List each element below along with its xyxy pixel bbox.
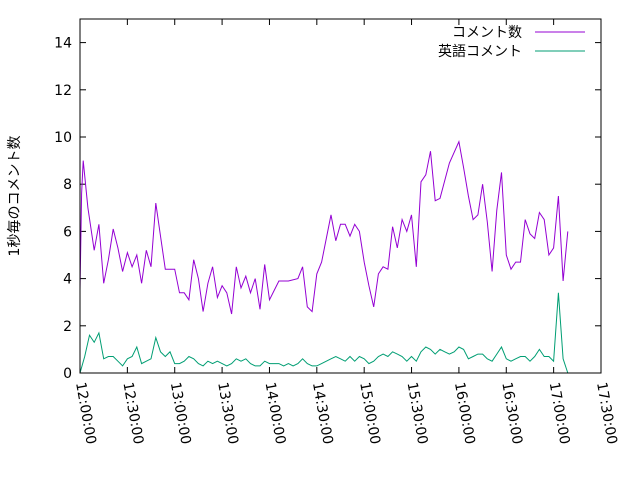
y-axis-ticks: 0 2 4 6 8 10 12 14: [54, 36, 601, 382]
x-tick-label: 14:00:00: [262, 381, 289, 446]
x-tick-label: 13:30:00: [214, 381, 241, 446]
y-tick-label: 12: [54, 83, 72, 99]
x-tick-label: 15:00:00: [356, 381, 383, 446]
series-line-1: [79, 140, 569, 315]
x-tick-label: 16:00:00: [451, 381, 478, 446]
y-tick-label: 14: [54, 36, 72, 52]
y-tick-label: 4: [63, 272, 72, 288]
plot-frame: [79, 18, 602, 374]
y-tick-label: 8: [63, 177, 72, 193]
y-tick-label: 10: [54, 130, 72, 146]
y-tick-label: 0: [63, 366, 72, 382]
x-tick-label: 12:30:00: [119, 381, 146, 446]
legend-label: コメント数: [452, 25, 522, 41]
series-line-2: [79, 292, 569, 374]
x-tick-label: 16:30:00: [498, 381, 525, 446]
y-tick-label: 2: [63, 319, 72, 335]
x-tick-label: 15:30:00: [404, 381, 431, 446]
legend-label: 英語コメント: [438, 43, 522, 60]
y-axis-label: 1秒毎のコメント数: [7, 136, 23, 257]
chart-series: [79, 140, 569, 374]
x-tick-label: 17:30:00: [593, 381, 620, 446]
x-axis-ticks: 12:00:00 12:30:00 13:00:00 13:30:00 14:00:00…: [72, 19, 620, 446]
x-tick-label: 13:00:00: [167, 381, 194, 446]
x-tick-label: 14:30:00: [309, 381, 336, 446]
y-tick-label: 6: [63, 224, 72, 240]
x-tick-label: 17:00:00: [546, 381, 573, 446]
x-tick-label: 12:00:00: [72, 381, 99, 446]
